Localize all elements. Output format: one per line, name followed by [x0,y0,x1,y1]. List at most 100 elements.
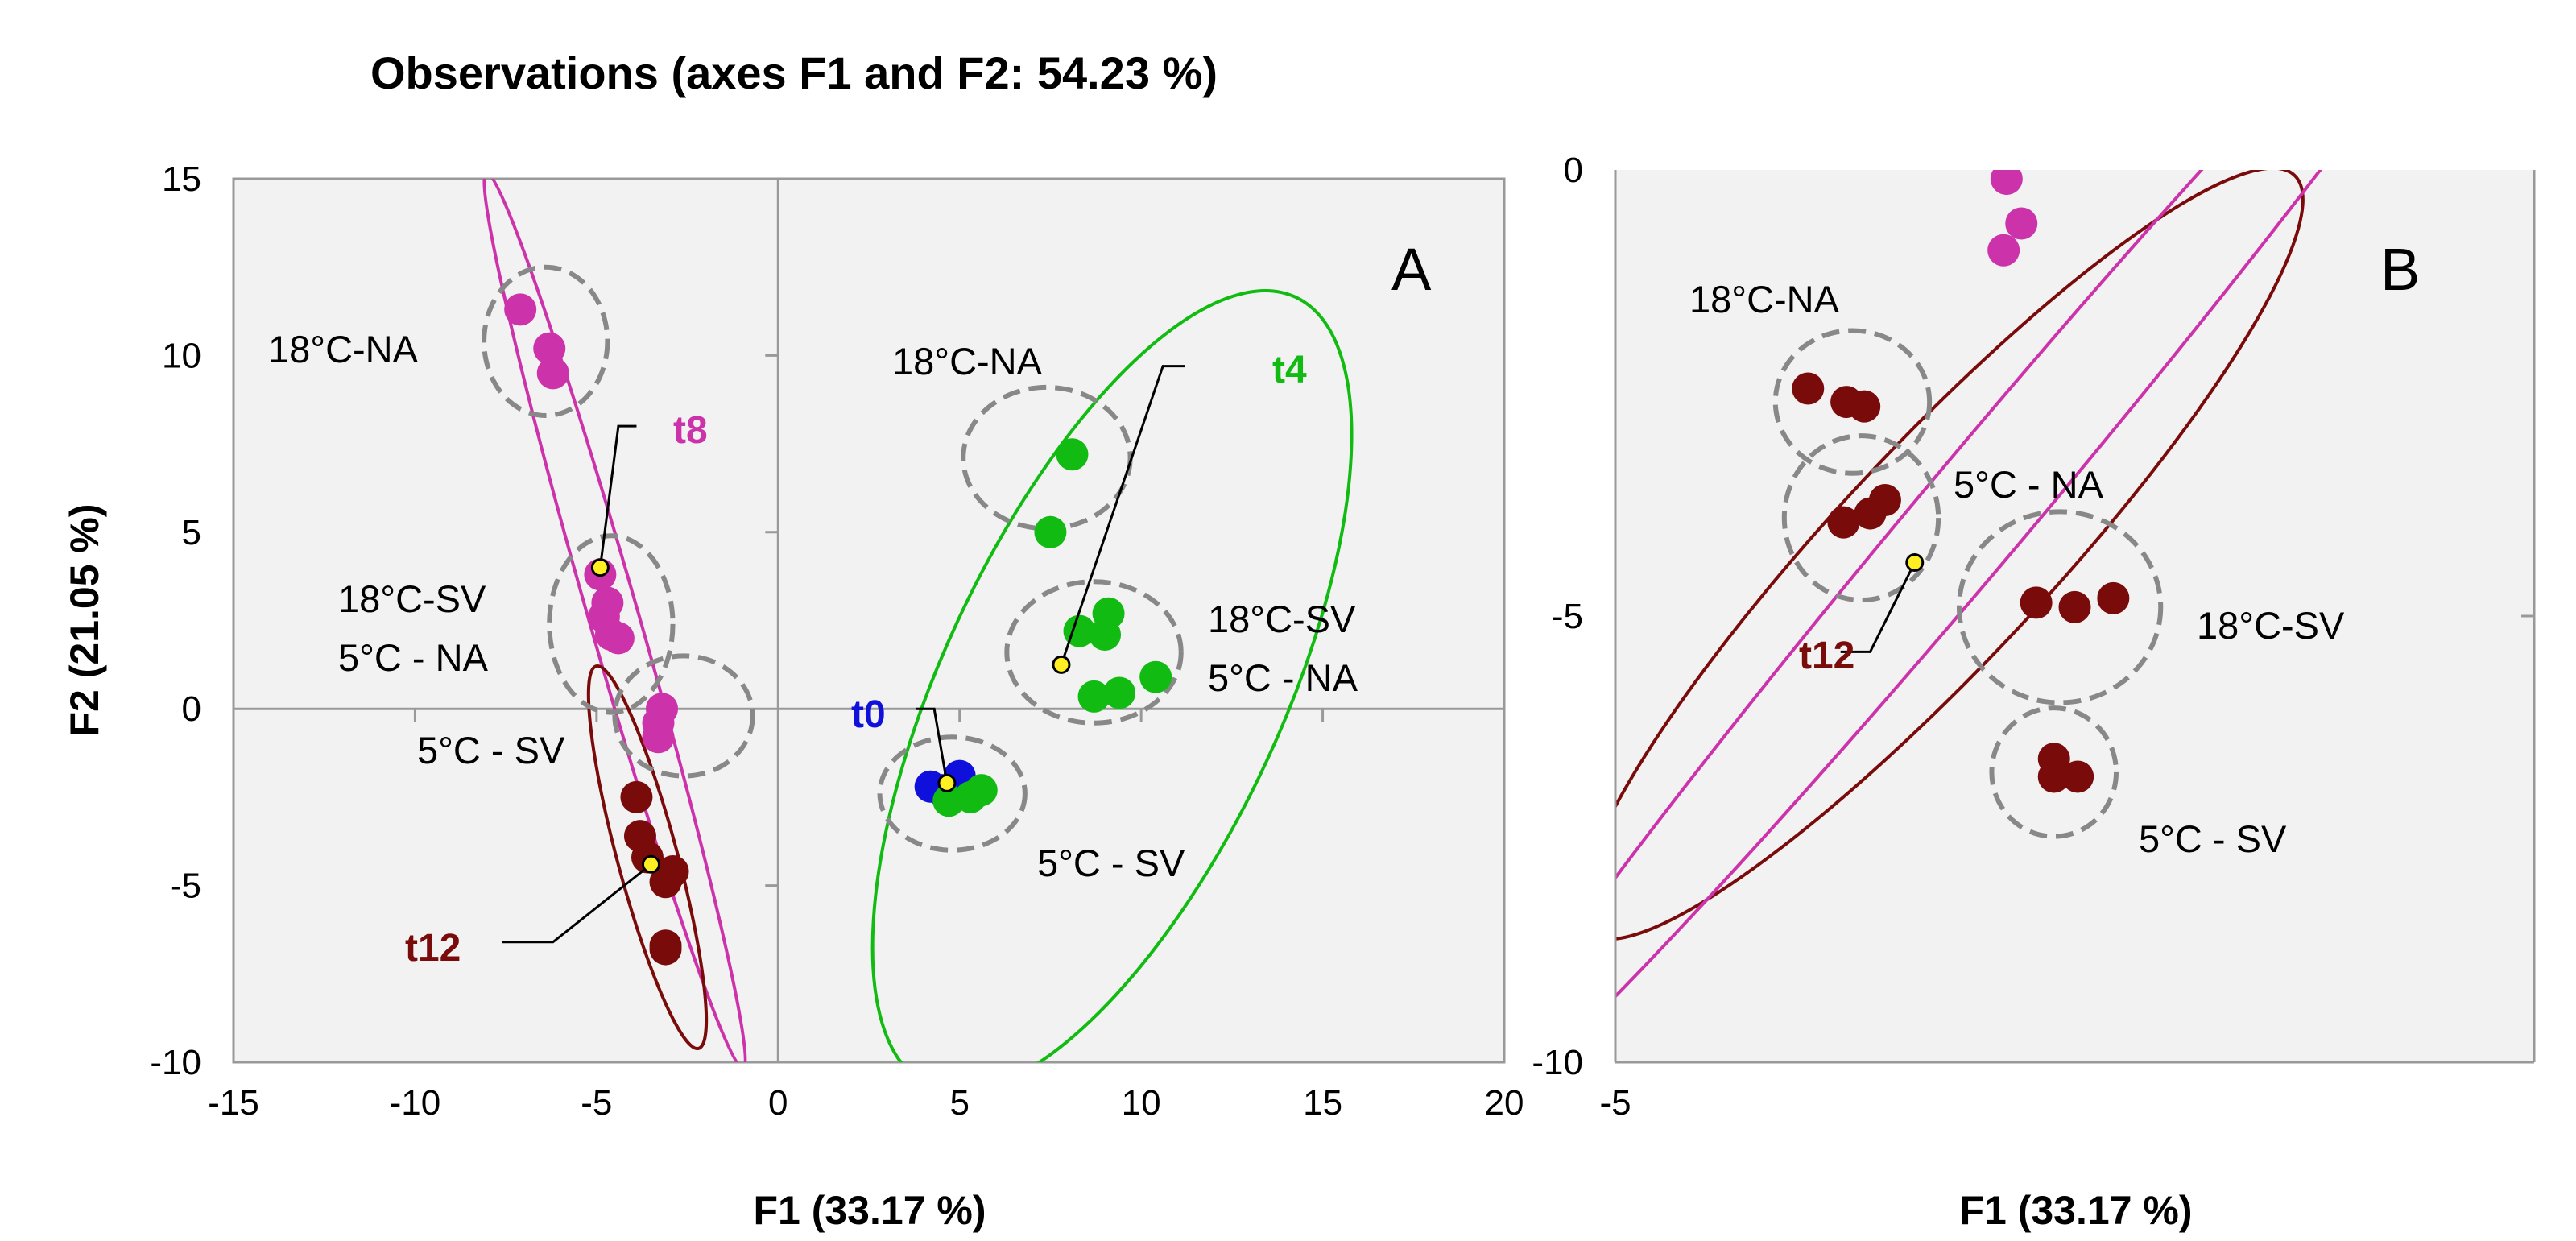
group-circle [1781,433,1941,603]
a-x-tick-label: 10 [1122,1083,1161,1123]
group-label-5c-na-b: 5°C - NA [1954,463,2104,506]
point-t8 [2005,207,2038,240]
leader-line-t12-b [1840,561,1916,653]
panel-a-leader-lines [502,365,1185,944]
confidence-ellipse-t8 [1615,170,2517,1062]
group-circle [547,533,676,715]
group-circle [877,734,1028,853]
a-x-tick-label: 20 [1485,1083,1524,1123]
panel-a-centroids [590,558,1071,874]
panel-a-frame [232,177,1506,1064]
point-t4 [965,774,998,807]
panel-b-centroids [1905,553,1925,573]
group-label-18c-na-t4: 18°C-NA [892,340,1043,383]
series-label-t0: t0 [851,693,886,736]
point-t12 [2058,590,2091,623]
b-x-tick-label: -5 [1599,1083,1631,1123]
point-t8 [1990,170,2023,196]
point-t8 [1987,234,2020,267]
point-t12 [2020,586,2053,619]
point-t8 [504,293,537,326]
b-y-tick-label: 0 [1564,151,1583,190]
group-label-5c-na-t4: 5°C - NA [1208,656,1358,699]
group-circle [612,653,755,779]
panel-a-y-axis-title: F2 (21.05 %) [62,503,107,736]
centroid-t12 [1905,553,1925,573]
panel-a-label: A [1391,236,1432,303]
point-t4 [1103,676,1136,709]
point-t12 [2097,581,2130,614]
series-label-t8: t8 [673,409,708,452]
series-label-t12: t12 [405,927,461,970]
point-t8 [642,721,675,754]
point-t4 [1139,660,1172,693]
point-t4 [1077,680,1110,713]
point-t12 [620,780,653,813]
point-t8 [536,357,569,390]
group-label-18c-sv-t8: 18°C-SV [338,577,486,620]
panel-a-confidence-ellipses [482,179,1354,1062]
a-y-tick-label: 5 [182,513,201,552]
confidence-ellipse-t12 [1615,170,2305,941]
confidence-ellipse-t12 [586,664,709,1051]
point-t12 [1854,497,1887,530]
group-label-5c-na-t8: 5°C - NA [338,636,489,679]
a-x-tick-label: 15 [1303,1083,1342,1123]
panel-b-x-axis-title: F1 (33.17 %) [1959,1188,2192,1233]
point-t12 [2061,760,2094,793]
panel-a-plot-area [234,179,1504,1062]
a-y-tick-label: 0 [182,689,201,729]
group-circle [1956,509,2164,705]
b-y-tick-label: -10 [1532,1043,1583,1082]
point-t4 [1034,515,1067,548]
point-t8 [533,332,566,365]
group-label-5c-sv-t4: 5°C - SV [1037,842,1185,884]
point-t12 [649,866,682,899]
a-y-tick-label: 10 [162,336,201,375]
centroid-t12 [641,854,660,874]
leader-line-t0 [916,707,949,784]
group-circle [1004,579,1184,726]
point-t4 [1063,614,1096,647]
centroid-t8 [590,558,610,577]
panel-b-group-circles [1772,328,2164,839]
leader-line-t8 [598,424,637,568]
chart-title: Observations (axes F1 and F2: 54.23 %) [370,48,1218,98]
panel-b-label: B [2380,236,2420,303]
group-label-18c-na-b: 18°C-NA [1689,278,1840,321]
panel-b: -5 -10 -5 0 B 18°C-NA 5°C - NA 18°C-SV 5°C … [1532,151,2536,1233]
point-t12 [1792,372,1825,405]
point-t12 [1827,506,1860,539]
group-label-18c-sv-b: 18°C-SV [2197,604,2345,647]
group-circle [1772,328,1933,476]
a-x-tick-label: 5 [949,1083,969,1123]
leader-line-t12 [502,863,652,944]
a-x-tick-label: -10 [390,1083,441,1123]
centroid-t4 [1052,655,1071,674]
group-label-5c-sv-b: 5°C - SV [2139,817,2287,860]
panel-b-points [1792,170,2130,793]
point-t4 [1056,438,1089,471]
group-label-18c-sv-t4: 18°C-SV [1208,598,1356,640]
point-t12 [649,933,682,966]
a-x-tick-label: -5 [581,1083,612,1123]
point-t8 [602,622,635,655]
a-y-tick-label: -5 [170,867,201,906]
group-circle [482,264,610,418]
panel-a-group-circles [482,264,1184,853]
group-label-18c-na-t8: 18°C-NA [268,328,419,370]
point-t12 [2037,760,2070,793]
group-circle [1989,705,2119,839]
a-y-tick-label: 15 [162,159,201,199]
a-x-tick-label: -15 [208,1083,259,1123]
series-label-t4: t4 [1272,349,1307,391]
series-label-t12-b: t12 [1799,635,1854,677]
panel-a-x-axis-title: F1 (33.17 %) [753,1188,986,1233]
panel-b-ticks: -5 -10 -5 0 [1532,151,2534,1123]
leader-line-t4 [1060,365,1185,665]
b-y-tick-label: -5 [1552,597,1583,636]
point-t12 [1848,390,1881,423]
